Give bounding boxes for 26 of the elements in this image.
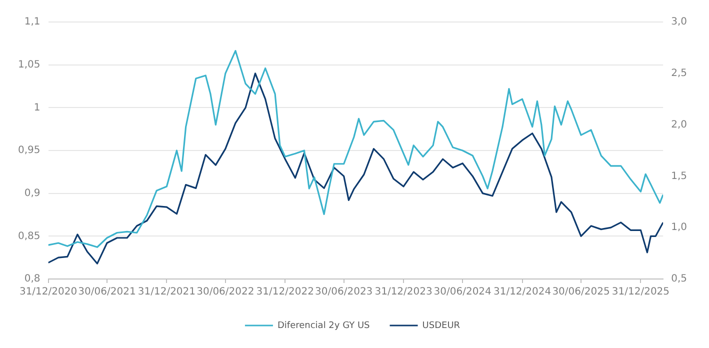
x-tick-label: 30/06/2024	[434, 286, 492, 298]
legend-label: USDEUR	[422, 320, 460, 331]
y-tick-label: 0,8	[24, 274, 40, 285]
y2-tick-label: 2,5	[671, 68, 688, 79]
x-tick-label: 31/12/2023	[374, 286, 432, 298]
x-tick-label: 31/12/2024	[493, 286, 552, 298]
y-tick-label: 0,95	[18, 145, 40, 156]
x-tick-label: 31/12/2020	[19, 286, 78, 298]
y2-tick-label: 1,0	[671, 222, 688, 234]
y-tick-label: 1	[34, 102, 40, 114]
y2-tick-label: 2,0	[671, 119, 688, 130]
x-tick-label: 31/12/2025	[612, 286, 670, 298]
y-tick-label: 1,05	[18, 59, 40, 70]
y2-tick-label: 0,5	[671, 274, 688, 285]
x-tick-label: 31/12/2022	[256, 286, 314, 298]
x-tick-label: 30/06/2021	[78, 286, 136, 298]
x-tick-label: 31/12/2021	[138, 286, 196, 298]
y-tick-label: 0,85	[18, 230, 40, 242]
y2-tick-label: 3,0	[671, 16, 688, 28]
x-tick-label: 30/06/2023	[315, 286, 373, 298]
y-tick-label: 1,1	[24, 16, 40, 28]
y2-tick-label: 1,5	[671, 170, 688, 182]
legend-label: Diferencial 2y GY US	[277, 320, 370, 331]
y-tick-label: 0,9	[24, 188, 40, 199]
x-tick-label: 30/06/2022	[196, 286, 254, 298]
x-tick-label: 30/06/2025	[552, 286, 610, 298]
